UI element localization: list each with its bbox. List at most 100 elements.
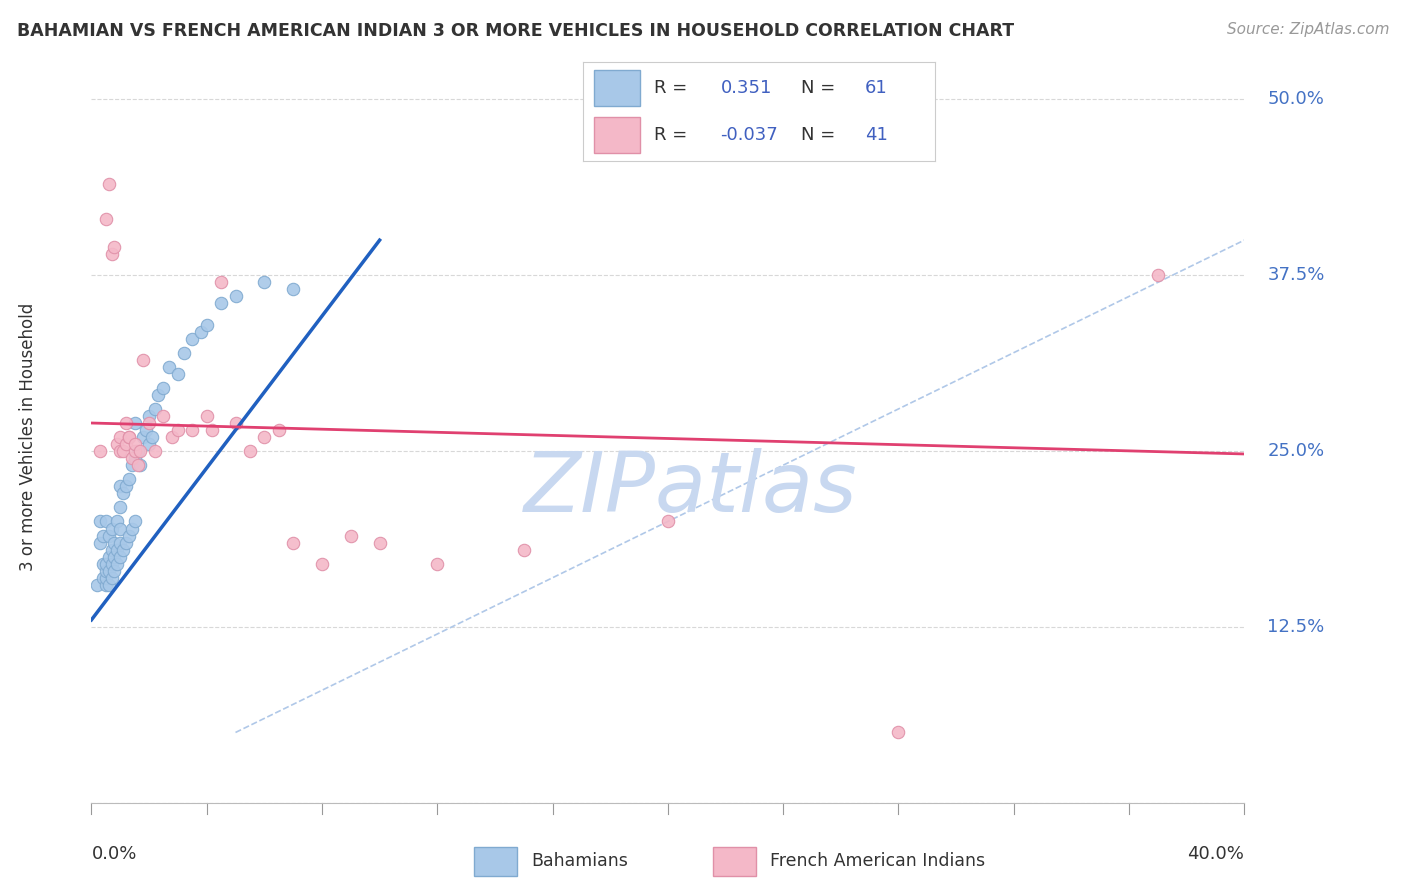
Text: -0.037: -0.037: [721, 126, 779, 144]
Point: [86, 578, 108, 592]
Point: [115, 535, 138, 549]
Point: [94, 515, 117, 529]
Point: [97, 564, 120, 578]
Point: [513, 542, 536, 557]
Point: [112, 444, 135, 458]
Point: [121, 521, 143, 535]
Point: [105, 437, 128, 451]
Point: [91, 557, 114, 571]
Point: [100, 247, 122, 261]
Point: [110, 535, 132, 549]
Point: [118, 472, 141, 486]
Point: [105, 557, 128, 571]
Point: [127, 444, 149, 458]
Point: [118, 430, 141, 444]
Point: [135, 423, 157, 437]
Point: [103, 549, 125, 564]
Point: [143, 401, 166, 416]
Point: [124, 444, 146, 458]
Text: R =: R =: [654, 79, 688, 97]
Text: 3 or more Vehicles in Household: 3 or more Vehicles in Household: [18, 303, 37, 571]
Point: [138, 416, 160, 430]
Point: [426, 557, 449, 571]
Point: [103, 535, 125, 549]
Point: [166, 367, 188, 381]
Point: [105, 542, 128, 557]
Point: [253, 430, 276, 444]
Point: [89, 515, 111, 529]
Point: [181, 332, 204, 346]
Point: [89, 444, 111, 458]
FancyBboxPatch shape: [474, 847, 516, 876]
Point: [121, 451, 143, 466]
Point: [110, 479, 132, 493]
Point: [138, 437, 160, 451]
Point: [253, 276, 276, 290]
Point: [368, 535, 391, 549]
Point: [115, 479, 138, 493]
Point: [110, 444, 132, 458]
Text: 41: 41: [865, 126, 887, 144]
Point: [340, 528, 363, 542]
Point: [209, 276, 232, 290]
Text: Source: ZipAtlas.com: Source: ZipAtlas.com: [1226, 22, 1389, 37]
Point: [132, 352, 155, 367]
Point: [143, 444, 166, 458]
Point: [112, 542, 135, 557]
Point: [157, 359, 180, 374]
Point: [166, 423, 188, 437]
Text: BAHAMIAN VS FRENCH AMERICAN INDIAN 3 OR MORE VEHICLES IN HOUSEHOLD CORRELATION C: BAHAMIAN VS FRENCH AMERICAN INDIAN 3 OR …: [17, 22, 1014, 40]
FancyBboxPatch shape: [593, 118, 640, 153]
Point: [94, 564, 117, 578]
Text: R =: R =: [654, 126, 688, 144]
Point: [91, 528, 114, 542]
Point: [115, 437, 138, 451]
Point: [141, 430, 163, 444]
Point: [281, 282, 305, 296]
Point: [311, 557, 333, 571]
Point: [195, 409, 218, 423]
Point: [127, 458, 149, 473]
Point: [225, 289, 247, 303]
Point: [181, 423, 204, 437]
Point: [97, 549, 120, 564]
Point: [100, 557, 122, 571]
Point: [97, 177, 120, 191]
Point: [89, 535, 111, 549]
Point: [657, 515, 679, 529]
Point: [97, 578, 120, 592]
Text: 0.351: 0.351: [721, 79, 772, 97]
Text: 40.0%: 40.0%: [1188, 845, 1244, 863]
Point: [118, 430, 141, 444]
FancyBboxPatch shape: [593, 70, 640, 105]
Point: [110, 549, 132, 564]
Point: [124, 437, 146, 451]
Text: N =: N =: [801, 126, 835, 144]
Point: [97, 528, 120, 542]
Point: [112, 486, 135, 500]
Text: 25.0%: 25.0%: [1267, 442, 1324, 460]
Point: [281, 535, 305, 549]
Point: [129, 444, 152, 458]
Text: ZIPatlas: ZIPatlas: [524, 448, 858, 529]
Point: [152, 409, 174, 423]
Text: 12.5%: 12.5%: [1267, 618, 1324, 636]
Point: [160, 430, 183, 444]
Point: [225, 416, 247, 430]
Point: [110, 521, 132, 535]
Point: [124, 416, 146, 430]
Point: [152, 381, 174, 395]
Point: [94, 578, 117, 592]
Point: [124, 451, 146, 466]
Point: [195, 318, 218, 332]
Point: [94, 557, 117, 571]
Point: [110, 500, 132, 515]
Text: Bahamians: Bahamians: [531, 852, 628, 870]
Point: [138, 409, 160, 423]
Point: [209, 296, 232, 310]
Point: [100, 542, 122, 557]
Point: [239, 444, 262, 458]
Point: [201, 423, 224, 437]
Point: [129, 458, 152, 473]
Point: [103, 240, 125, 254]
